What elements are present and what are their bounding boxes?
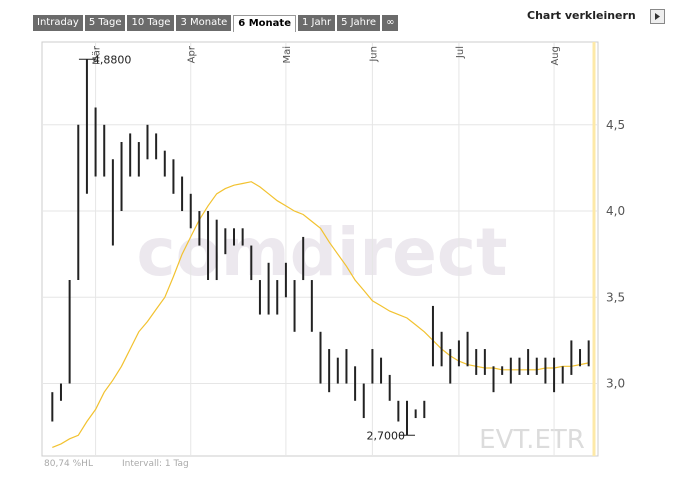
footer-right: Intervall: 1 Tag	[122, 459, 189, 469]
watermark: comdirect	[136, 214, 507, 291]
extreme-label: 4,8800	[93, 53, 132, 66]
range-tab[interactable]: 1 Jahr	[297, 15, 336, 31]
x-tick-label: Mai	[282, 46, 293, 64]
y-tick-label: 3,5	[606, 290, 625, 304]
shrink-button[interactable]	[650, 9, 665, 24]
range-tabs: Intraday 5 Tage 10 Tage 3 Monate 6 Monate 1 J…	[33, 15, 399, 32]
range-tab[interactable]: 5 Jahre	[337, 15, 381, 31]
arrow-icon	[655, 13, 660, 20]
range-tab[interactable]: 3 Monate	[176, 15, 232, 31]
shrink-chart[interactable]: Chart verkleinern	[527, 9, 636, 22]
x-tick-label: Jul	[455, 46, 466, 59]
x-tick-label: Jun	[368, 46, 379, 63]
range-tab[interactable]: 6 Monate	[233, 15, 296, 32]
plot-area	[41, 41, 599, 457]
x-tick-label: Apr	[187, 45, 198, 63]
x-tick-label: Mär	[92, 45, 103, 65]
y-tick-label: 4,0	[606, 204, 625, 218]
range-tab[interactable]: 10 Tage	[127, 15, 175, 31]
extreme-label: 2,7000	[367, 429, 406, 442]
range-tab[interactable]: ∞	[382, 15, 399, 31]
y-tick-label: 4,5	[606, 118, 625, 132]
moving-average	[52, 181, 589, 448]
range-tab[interactable]: 5 Tage	[84, 15, 126, 31]
y-tick-label: 3,0	[606, 377, 625, 391]
x-tick-label: Aug	[550, 46, 561, 66]
symbol: EVT.ETR	[479, 425, 585, 455]
range-tab[interactable]: Intraday	[33, 15, 83, 31]
footer-left: 80,74 %HL	[44, 459, 93, 469]
